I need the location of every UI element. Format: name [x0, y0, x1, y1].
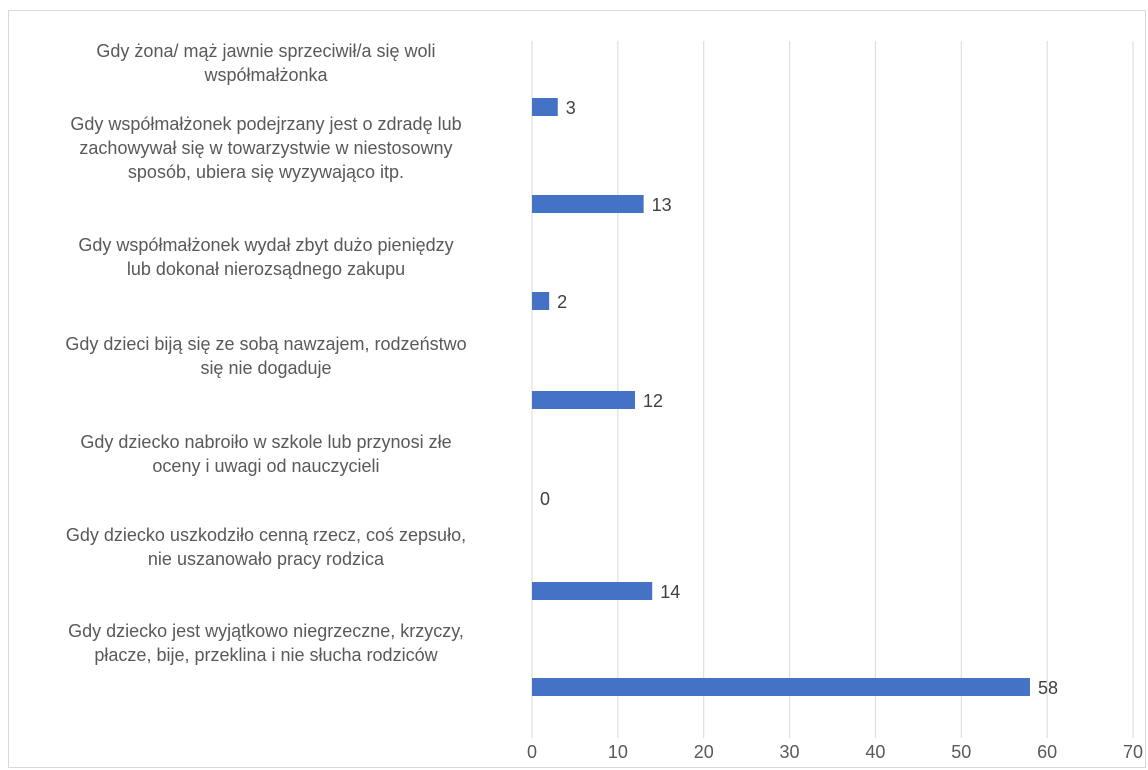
- bar: [532, 582, 653, 600]
- tick-label: 10: [608, 742, 628, 762]
- tick-label: 50: [951, 742, 971, 762]
- category-label: Gdy dziecko jest wyjątkowo niegrzeczne, …: [68, 621, 464, 665]
- data-label: 13: [652, 195, 672, 215]
- data-label: 14: [660, 582, 680, 602]
- bar: [532, 391, 636, 409]
- tick-label: 70: [1123, 742, 1143, 762]
- category-label: Gdy dziecko uszkodziło cenną rzecz, coś …: [66, 525, 466, 569]
- data-label: 2: [557, 292, 567, 312]
- tick-labels: 0 10 20 30 40 50 60 70: [527, 742, 1143, 762]
- gridlines: [531, 41, 1134, 738]
- tick-label: 20: [694, 742, 714, 762]
- data-label: 58: [1038, 678, 1058, 698]
- bar-chart: Gdy żona/ mąż jawnie sprzeciwił/a się wo…: [65, 41, 1143, 762]
- tick-label: 30: [780, 742, 800, 762]
- data-label: 12: [643, 391, 663, 411]
- data-label: 0: [540, 489, 550, 509]
- chart-frame: Gdy żona/ mąż jawnie sprzeciwił/a się wo…: [8, 10, 1146, 768]
- category-label: Gdy dziecko nabroiło w szkole lub przyno…: [80, 432, 451, 476]
- bars: [532, 98, 1030, 696]
- data-labels: 3 13 2 12 0 14 58: [540, 98, 1058, 698]
- bar: [532, 678, 1030, 696]
- data-label: 3: [566, 98, 576, 118]
- bar: [532, 292, 550, 310]
- bar: [532, 98, 558, 116]
- category-label: Gdy dzieci biją się ze sobą nawzajem, ro…: [65, 334, 466, 378]
- category-label: Gdy współmałżonek wydał zbyt dużo pienię…: [78, 235, 453, 279]
- bar: [532, 195, 644, 213]
- tick-label: 60: [1037, 742, 1057, 762]
- category-label: Gdy współmałżonek podejrzany jest o zdra…: [70, 114, 461, 182]
- category-label: Gdy żona/ mąż jawnie sprzeciwił/a się wo…: [96, 41, 435, 85]
- tick-label: 0: [527, 742, 537, 762]
- tick-label: 40: [865, 742, 885, 762]
- category-labels: Gdy żona/ mąż jawnie sprzeciwił/a się wo…: [65, 41, 466, 665]
